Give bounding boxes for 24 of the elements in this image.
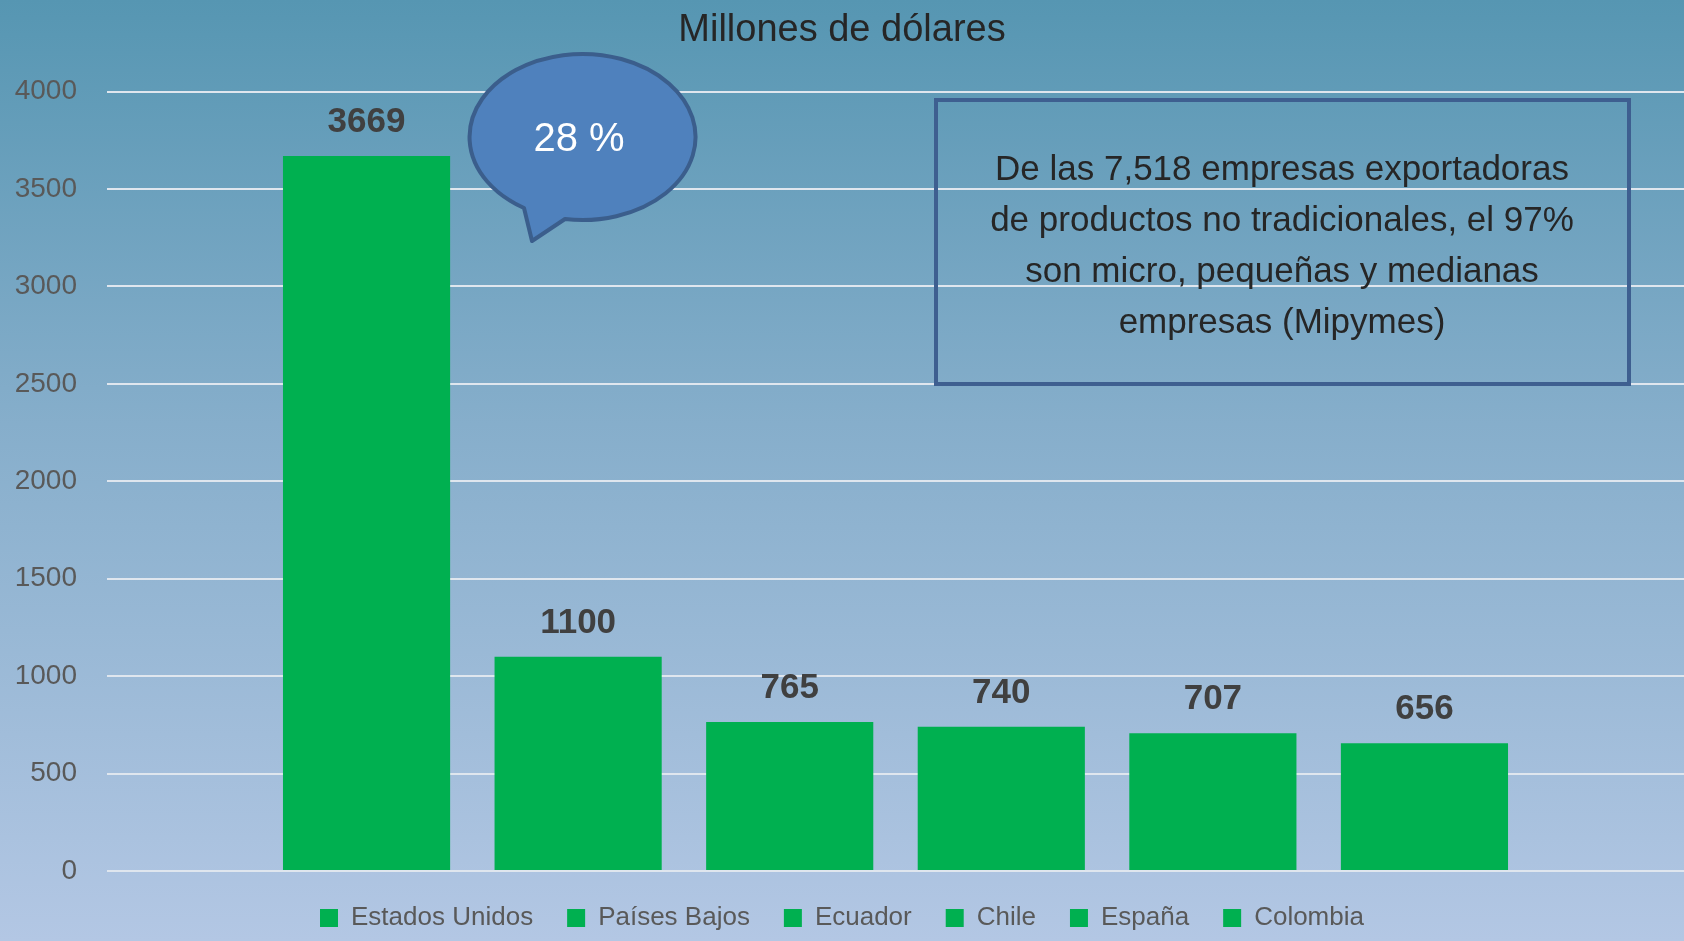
data-label: 707 bbox=[1183, 677, 1243, 717]
y-tick-label: 1500 bbox=[14, 561, 77, 593]
y-tick-label: 0 bbox=[61, 853, 77, 885]
legend-label: Ecuador bbox=[814, 901, 913, 932]
data-label: 740 bbox=[972, 670, 1031, 710]
legend-label: Chile bbox=[976, 901, 1036, 932]
y-tick-label: 2500 bbox=[14, 366, 77, 398]
y-tick-label: 4000 bbox=[14, 74, 77, 106]
y-tick-label: 500 bbox=[30, 756, 77, 788]
legend-label: Colombia bbox=[1254, 901, 1365, 932]
data-label: 1100 bbox=[540, 600, 617, 640]
data-label: 765 bbox=[760, 666, 819, 706]
y-tick-label: 3500 bbox=[14, 171, 77, 203]
legend-label: Estados Unidos bbox=[351, 901, 534, 932]
y-tick-label: 1000 bbox=[14, 658, 77, 690]
annotation: 28 % bbox=[532, 114, 626, 161]
legend-label: España bbox=[1100, 901, 1190, 932]
data-label: 3669 bbox=[327, 100, 406, 140]
y-tick-label: 2000 bbox=[14, 464, 77, 496]
annotation: De las 7,518 empresas exportadoras de productos no tradicionales, el 97% son micro, pequeñas y medianas empresas (Mipymes) bbox=[989, 147, 1575, 342]
data-label: 656 bbox=[1395, 687, 1454, 727]
chart-title: Millones de dólares bbox=[678, 7, 1006, 50]
legend-label: Países Bajos bbox=[598, 901, 750, 932]
y-tick-label: 3000 bbox=[14, 269, 77, 301]
